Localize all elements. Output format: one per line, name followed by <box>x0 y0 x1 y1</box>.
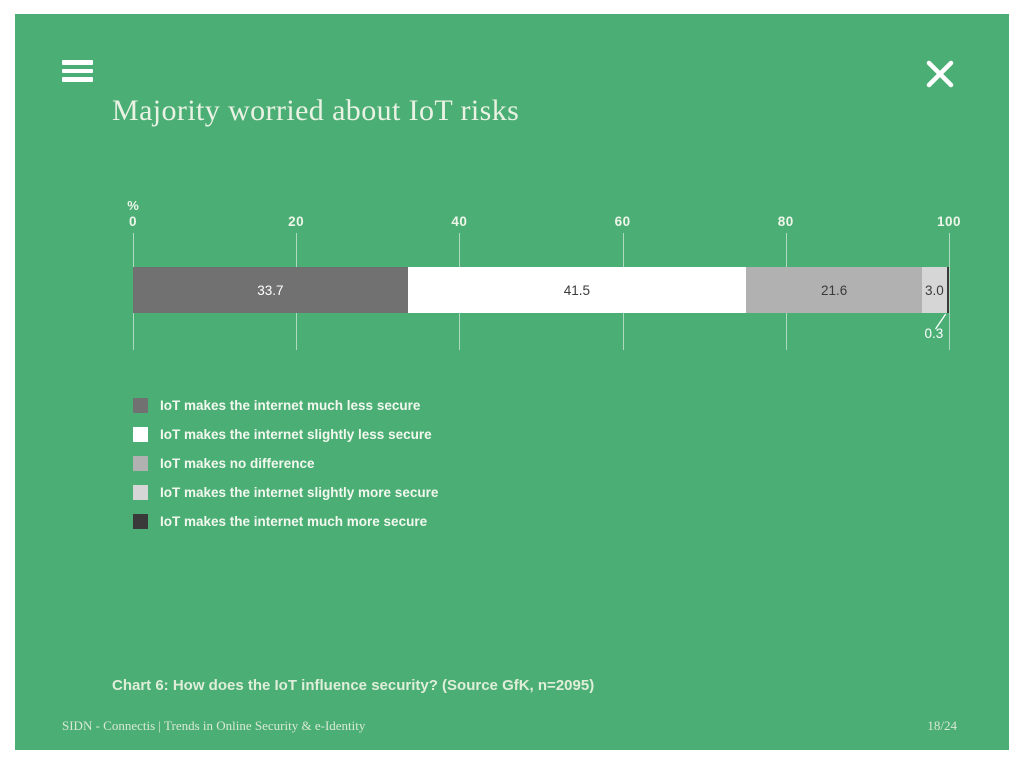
axis-tick-label: 20 <box>288 214 305 229</box>
legend-label: IoT makes no difference <box>160 456 315 471</box>
gridline <box>949 233 950 350</box>
axis-unit-label: % <box>127 198 139 213</box>
page-number: 18/24 <box>927 718 957 733</box>
chart-caption: Chart 6: How does the IoT influence secu… <box>112 677 595 694</box>
hamburger-icon <box>62 60 93 65</box>
legend-swatch <box>133 456 148 471</box>
legend-swatch <box>133 427 148 442</box>
legend-swatch <box>133 514 148 529</box>
axis-tick-label: 100 <box>936 214 962 229</box>
bar-segment-4 <box>946 267 950 313</box>
axis-tick-label: 0 <box>128 214 138 229</box>
axis-tick-label: 40 <box>451 214 468 229</box>
segment-value-label: 3.0 <box>924 282 944 298</box>
bar-segment-2: 21.6 <box>746 267 923 313</box>
close-icon <box>926 60 954 88</box>
plot-area: 33.7 41.5 21.6 3.0 0.3 <box>133 233 950 350</box>
segment-value-label: 21.6 <box>820 282 848 298</box>
legend-label: IoT makes the internet slightly less sec… <box>160 427 432 442</box>
legend-label: IoT makes the internet much more secure <box>160 514 428 529</box>
footer-text: SIDN - Connectis | Trends in Online Secu… <box>62 718 366 733</box>
close-button[interactable] <box>925 59 955 89</box>
hamburger-menu-button[interactable] <box>62 60 93 85</box>
bar-segment-3: 3.0 <box>922 267 947 313</box>
stacked-bar: 33.7 41.5 21.6 3.0 <box>133 267 950 313</box>
slide-title: Majority worried about IoT risks <box>112 94 520 127</box>
legend-swatch <box>133 398 148 413</box>
segment-value-label: 33.7 <box>257 282 284 298</box>
legend-item: IoT makes the internet slightly less sec… <box>133 427 438 442</box>
chart: % 0 20 40 60 80 100 33.7 41.5 21.6 3.0 0.3 <box>127 198 961 368</box>
bar-segment-1: 41.5 <box>407 267 747 313</box>
legend-item: IoT makes the internet much more secure <box>133 514 438 529</box>
legend-swatch <box>133 485 148 500</box>
segment-value-label: 41.5 <box>563 282 591 298</box>
axis-tick-label: 80 <box>777 214 794 229</box>
legend-item: IoT makes the internet much less secure <box>133 398 438 413</box>
legend-item: IoT makes the internet slightly more sec… <box>133 485 438 500</box>
legend-label: IoT makes the internet much less secure <box>160 398 421 413</box>
axis-ticks: 0 20 40 60 80 100 <box>129 214 961 231</box>
callout-value-label: 0.3 <box>924 326 944 341</box>
legend-label: IoT makes the internet slightly more sec… <box>160 485 439 500</box>
axis-tick-label: 60 <box>614 214 631 229</box>
legend-item: IoT makes no difference <box>133 456 438 471</box>
slide: Majority worried about IoT risks % 0 20 40… <box>15 14 1009 750</box>
legend: IoT makes the internet much less secure … <box>133 398 438 543</box>
bar-segment-0: 33.7 <box>133 267 408 313</box>
